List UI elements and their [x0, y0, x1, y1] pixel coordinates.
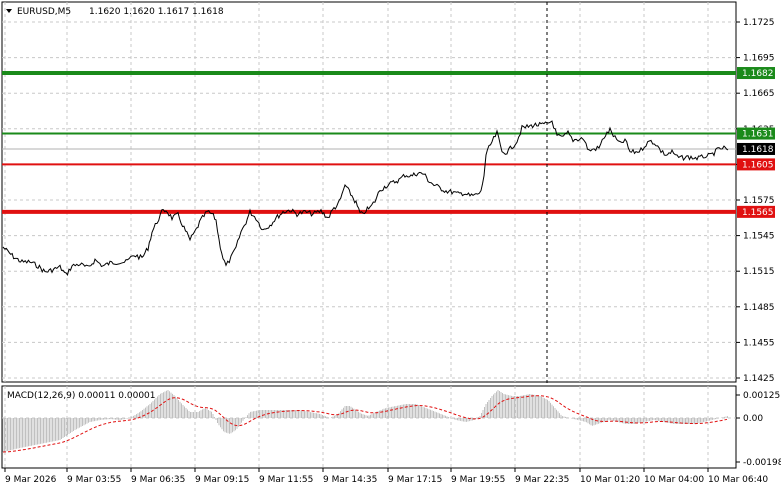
price-tick-label: 1.1485	[743, 303, 775, 313]
level-tag-label: 1.1565	[742, 208, 774, 218]
level-tag-label: 1.1682	[742, 69, 774, 79]
macd-tick-label: -0.00198	[743, 458, 781, 468]
time-tick-label: 9 Mar 11:55	[259, 475, 313, 485]
time-tick-label: 9 Mar 03:55	[67, 475, 121, 485]
price-tick-label: 1.1515	[743, 267, 775, 277]
macd-panel[interactable]	[1, 385, 737, 469]
level-tag	[737, 67, 775, 80]
time-tick-label: 10 Mar 06:40	[708, 475, 768, 485]
time-tick-label: 9 Mar 22:35	[515, 475, 569, 485]
macd-axis[interactable]: 0.00125 0.00 -0.00198	[736, 391, 781, 468]
symbol-timeframe: EURUSD,M5	[17, 7, 71, 17]
price-tick-label: 1.1425	[743, 374, 775, 384]
time-tick-label: 9 Mar 19:55	[451, 475, 505, 485]
macd-tick-label: 0.00125	[743, 391, 780, 401]
time-tick-label: 9 Mar 06:35	[131, 475, 185, 485]
ohlc-values: 1.1620 1.1620 1.1617 1.1618	[89, 7, 224, 17]
price-tick-label: 1.1545	[743, 232, 775, 242]
support-resistance-levels	[2, 71, 736, 214]
time-tick-label: 9 Mar 14:35	[323, 475, 377, 485]
time-tick-label: 9 Mar 2026	[5, 475, 57, 485]
current-price-tag	[737, 142, 775, 155]
chart-header: EURUSD,M5 1.1620 1.1620 1.1617 1.1618	[6, 7, 224, 17]
price-panel[interactable]	[1, 1, 737, 383]
level-tag-label: 1.1605	[742, 160, 774, 170]
level-tag	[737, 205, 775, 218]
macd-label: MACD(12,26,9) 0.00011 0.00001	[7, 391, 156, 401]
price-tick-label: 1.1575	[743, 196, 775, 206]
level-price-tags: 1.1682 1.1631 1.1605 1.1565 1.1618	[737, 67, 775, 218]
price-tick-label: 1.1695	[743, 54, 775, 64]
price-tick-label: 1.1725	[743, 18, 775, 28]
time-tick-label: 9 Mar 17:15	[388, 475, 442, 485]
price-line	[2, 120, 729, 277]
level-tag-label: 1.1631	[742, 130, 774, 140]
macd-tick-label: 0.00	[743, 414, 763, 424]
time-tick-label: 10 Mar 01:20	[580, 475, 640, 485]
current-price-label: 1.1618	[742, 145, 774, 155]
level-tag	[737, 127, 775, 140]
level-tag	[737, 158, 775, 171]
macd-signal-line	[2, 395, 728, 453]
price-tick-label: 1.1455	[743, 338, 775, 348]
time-axis[interactable]: 9 Mar 2026 9 Mar 03:55 9 Mar 06:35 9 Mar 09…	[4, 468, 768, 485]
dropdown-triangle-icon[interactable]	[6, 9, 12, 13]
time-tick-label: 9 Mar 09:15	[195, 475, 249, 485]
time-tick-label: 10 Mar 04:00	[644, 475, 704, 485]
macd-histogram	[2, 390, 728, 452]
price-tick-label: 1.1665	[743, 89, 775, 99]
